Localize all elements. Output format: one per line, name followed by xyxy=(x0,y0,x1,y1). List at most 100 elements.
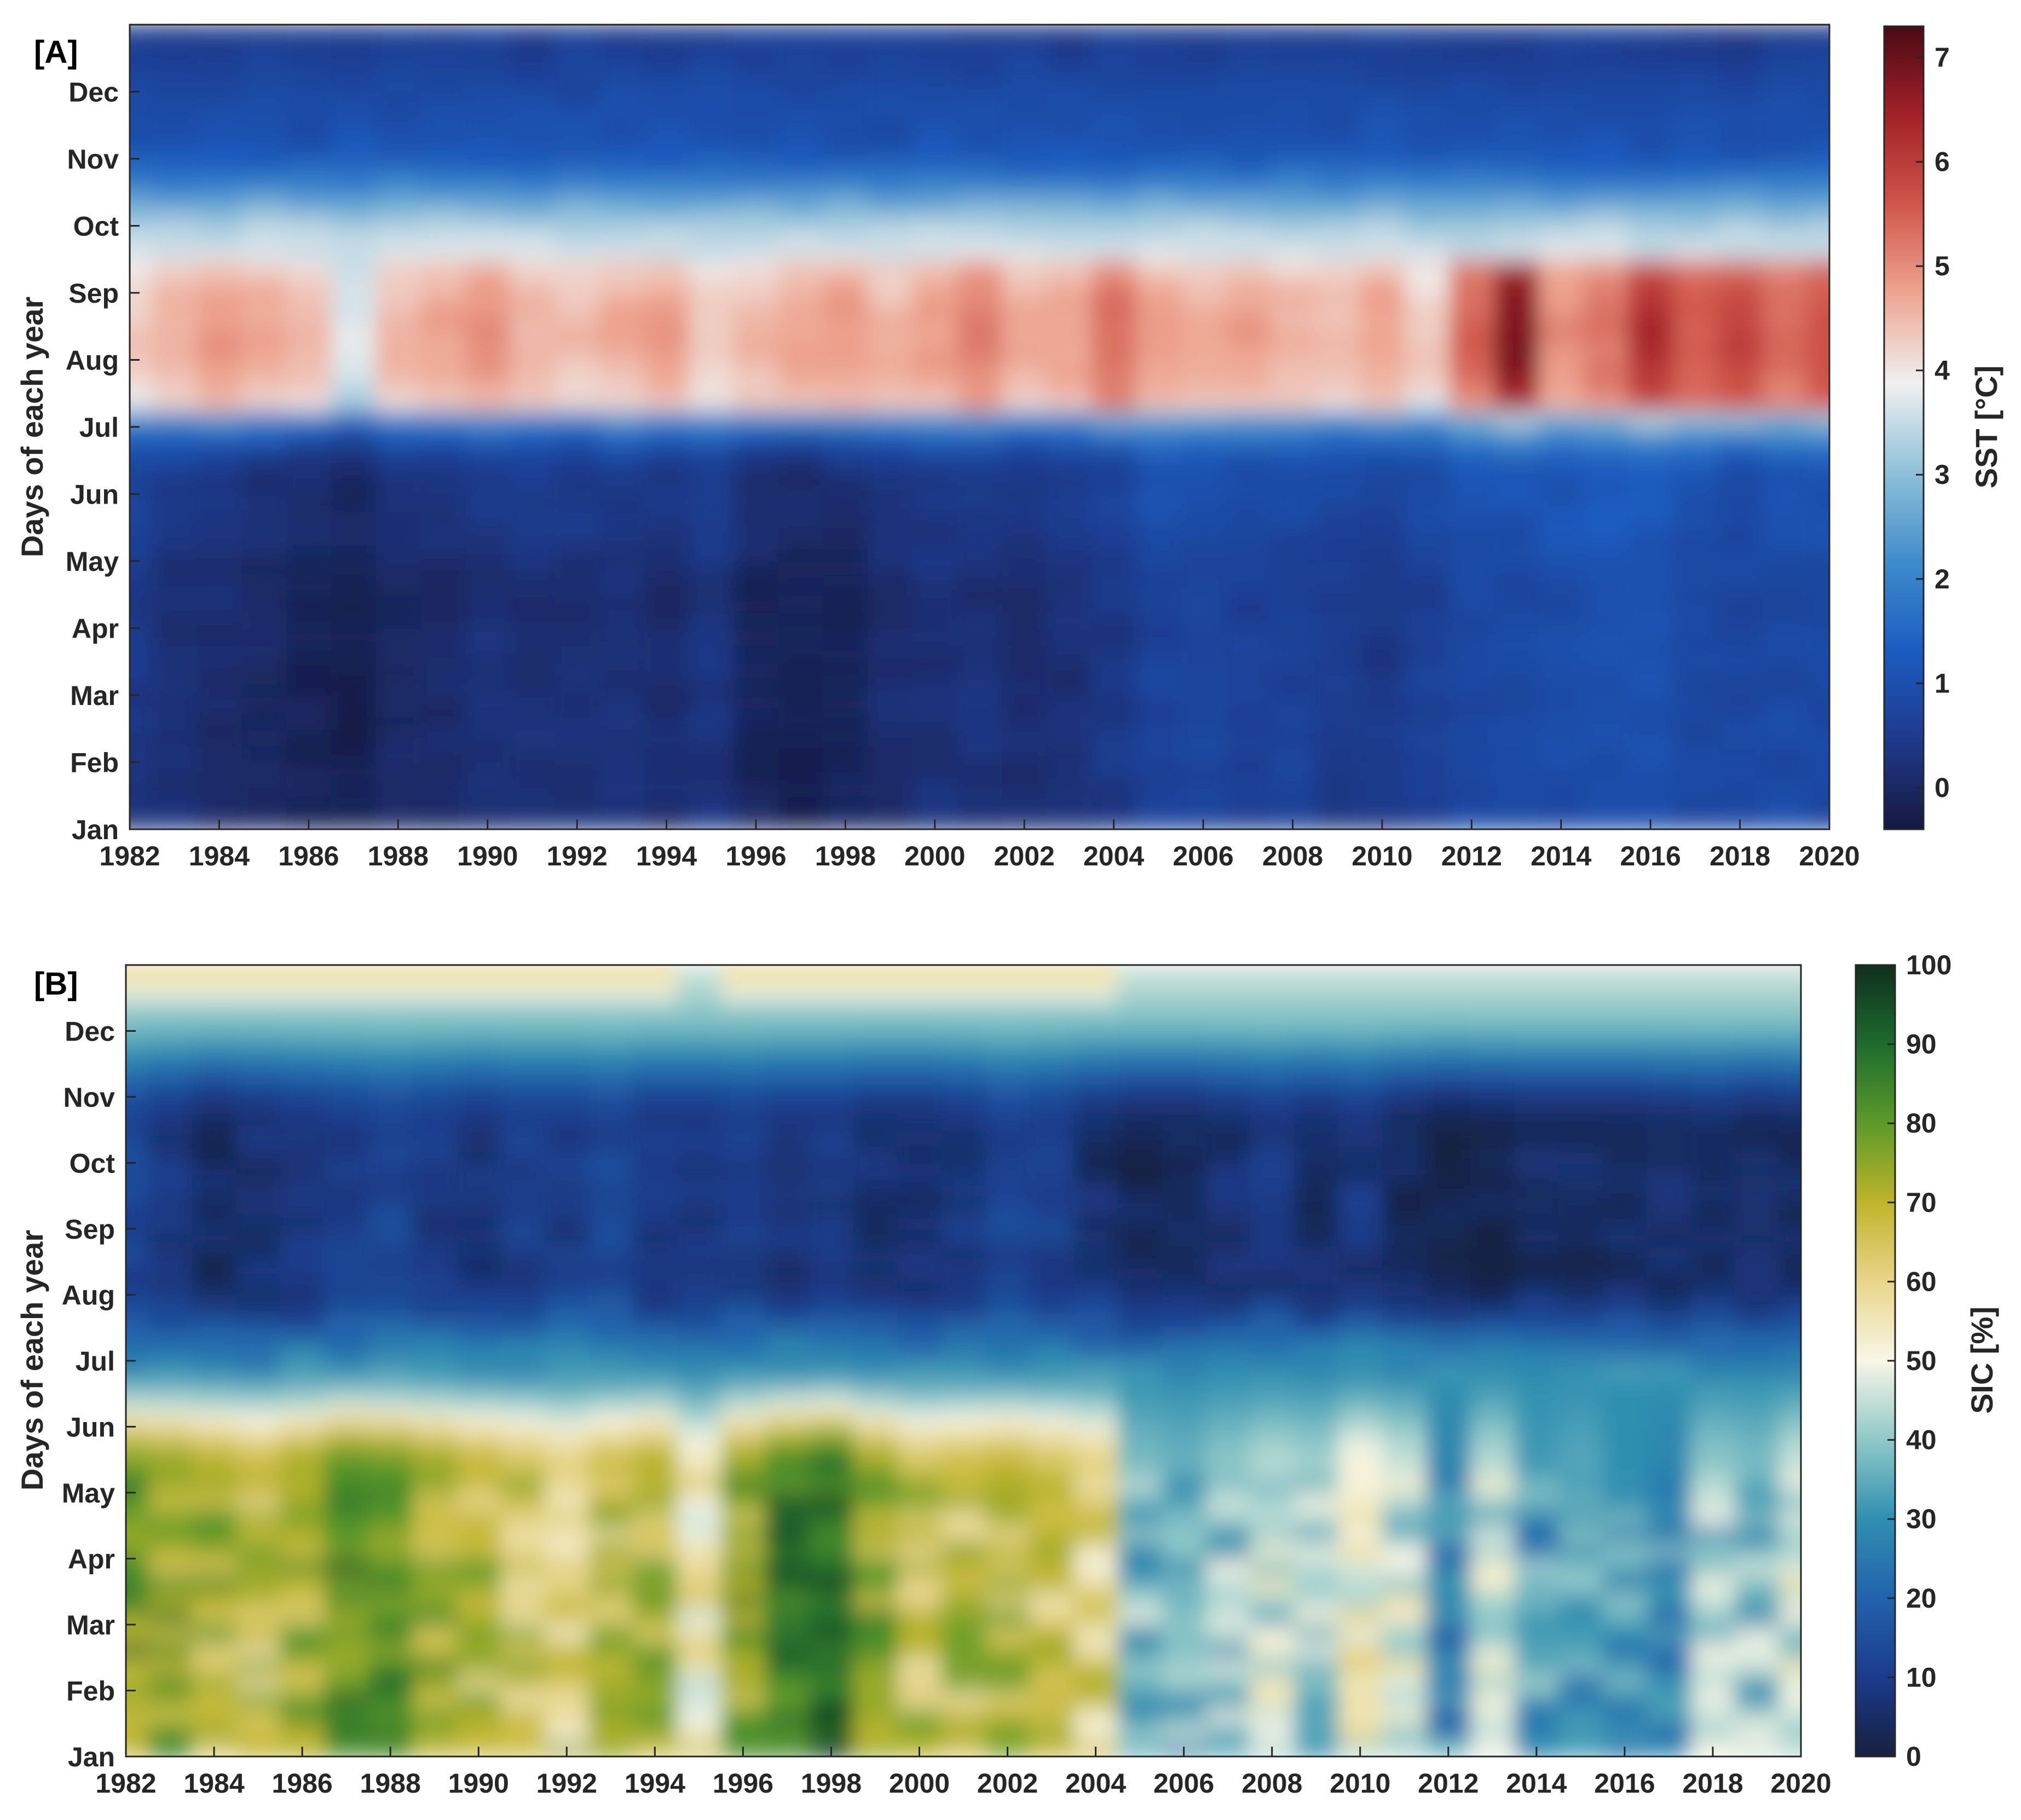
heatmap-cell xyxy=(1205,1723,1251,1741)
heatmap-cell xyxy=(985,1394,1031,1412)
heatmap-cell xyxy=(689,561,735,579)
heatmap-cell xyxy=(897,1212,943,1230)
heatmap-cell xyxy=(1470,965,1516,983)
heatmap-cell xyxy=(985,1723,1031,1741)
heatmap-cell xyxy=(1181,175,1227,194)
heatmap-cell xyxy=(1047,511,1093,529)
heatmap-cell xyxy=(853,1311,899,1329)
heatmap-cell xyxy=(1225,309,1272,328)
heatmap-cell xyxy=(1205,1311,1251,1329)
heatmap-cell xyxy=(130,494,153,512)
heatmap-cell xyxy=(897,1476,943,1494)
heatmap-cell xyxy=(1494,527,1540,546)
heatmap-cell xyxy=(1225,645,1272,663)
heatmap-cell xyxy=(1205,1707,1251,1725)
heatmap-cell xyxy=(236,1459,281,1477)
heatmap-cell xyxy=(1162,1657,1207,1675)
heatmap-cell xyxy=(126,1278,149,1296)
heatmap-cell xyxy=(456,1229,502,1247)
heatmap-cell xyxy=(197,326,243,344)
heatmap-cell xyxy=(1360,259,1406,278)
heatmap-cell xyxy=(1717,25,1764,43)
heatmap-cell xyxy=(588,1146,634,1164)
heatmap-cell xyxy=(376,242,422,261)
heatmap-cell xyxy=(1136,226,1182,244)
heatmap-cell xyxy=(1382,1575,1428,1593)
heatmap-cell xyxy=(456,1327,502,1345)
heatmap-cell xyxy=(420,175,466,194)
heatmap-cell xyxy=(1002,58,1048,76)
heatmap-cell xyxy=(1628,175,1674,194)
heatmap-cell xyxy=(868,276,914,294)
heatmap-cell xyxy=(689,326,735,344)
heatmap-cell xyxy=(1382,1625,1428,1643)
heatmap-cell xyxy=(1602,1426,1648,1445)
heatmap-cell xyxy=(456,1625,502,1643)
heatmap-cell xyxy=(957,242,1003,261)
heatmap-cell xyxy=(130,58,153,76)
heatmap-cell xyxy=(241,108,287,126)
heatmap-cell xyxy=(1807,309,1829,328)
heatmap-cell xyxy=(1002,360,1048,378)
heatmap-cell xyxy=(941,1526,987,1544)
heatmap-cell xyxy=(197,594,243,613)
heatmap-cell xyxy=(1690,998,1736,1016)
heatmap-cell xyxy=(1628,427,1674,445)
heatmap-cell xyxy=(633,1344,678,1362)
heatmap-cell xyxy=(897,1575,943,1593)
heatmap-cell xyxy=(765,1674,811,1692)
heatmap-cell xyxy=(1047,242,1093,261)
heatmap-cell xyxy=(1117,1262,1163,1280)
heatmap-cell xyxy=(721,1229,766,1247)
heatmap-cell xyxy=(368,1311,414,1329)
heatmap-cell xyxy=(1338,1542,1383,1560)
heatmap-cell xyxy=(1807,779,1829,797)
heatmap-cell xyxy=(677,1031,723,1049)
heatmap-cell xyxy=(1628,645,1674,663)
heatmap-cell xyxy=(599,108,645,126)
heatmap-cell xyxy=(1315,259,1361,278)
heatmap-cell xyxy=(412,1740,458,1757)
heatmap-cell xyxy=(778,125,824,143)
heatmap-cell xyxy=(126,1509,149,1527)
heatmap-cell xyxy=(765,1146,811,1164)
heatmap-cell xyxy=(644,628,690,646)
heatmap-cell xyxy=(734,628,779,646)
heatmap-cell xyxy=(1449,209,1495,227)
heatmap-cell xyxy=(1494,745,1540,764)
heatmap-cell xyxy=(130,142,153,160)
heatmap-cell xyxy=(734,511,779,529)
heatmap-cell xyxy=(1514,1130,1560,1148)
heatmap-cell xyxy=(721,1723,766,1741)
heatmap-cell xyxy=(376,762,422,781)
y-tick-label: Apr xyxy=(72,614,119,644)
heatmap-cell xyxy=(148,1130,193,1148)
heatmap-cell xyxy=(545,1361,590,1379)
heatmap-cell xyxy=(868,795,914,814)
heatmap-cell xyxy=(555,645,600,663)
heatmap-cell xyxy=(1225,293,1272,311)
heatmap-cell xyxy=(286,25,332,43)
heatmap-cell xyxy=(689,427,735,445)
heatmap-cell xyxy=(324,1311,369,1329)
heatmap-cell xyxy=(412,1278,458,1296)
heatmap-cell xyxy=(1583,779,1630,797)
heatmap-cell xyxy=(1538,125,1585,143)
heatmap-cell xyxy=(1779,1130,1801,1148)
heatmap-cell xyxy=(868,91,914,110)
heatmap-cell xyxy=(331,745,377,764)
heatmap-cell xyxy=(465,393,511,412)
heatmap-cell xyxy=(130,795,153,814)
heatmap-cell xyxy=(1494,611,1540,629)
heatmap-cell xyxy=(778,762,824,781)
heatmap-cell xyxy=(1270,393,1316,412)
heatmap-cell xyxy=(1029,1229,1075,1247)
heatmap-cell xyxy=(868,25,914,43)
heatmap-cell xyxy=(1449,795,1495,814)
heatmap-cell xyxy=(897,1690,943,1708)
heatmap-cell xyxy=(1338,1295,1383,1313)
heatmap-cell xyxy=(1315,209,1361,227)
heatmap-cell xyxy=(588,1575,634,1593)
heatmap-cell xyxy=(1338,1344,1383,1362)
heatmap-cell xyxy=(1735,1493,1780,1511)
